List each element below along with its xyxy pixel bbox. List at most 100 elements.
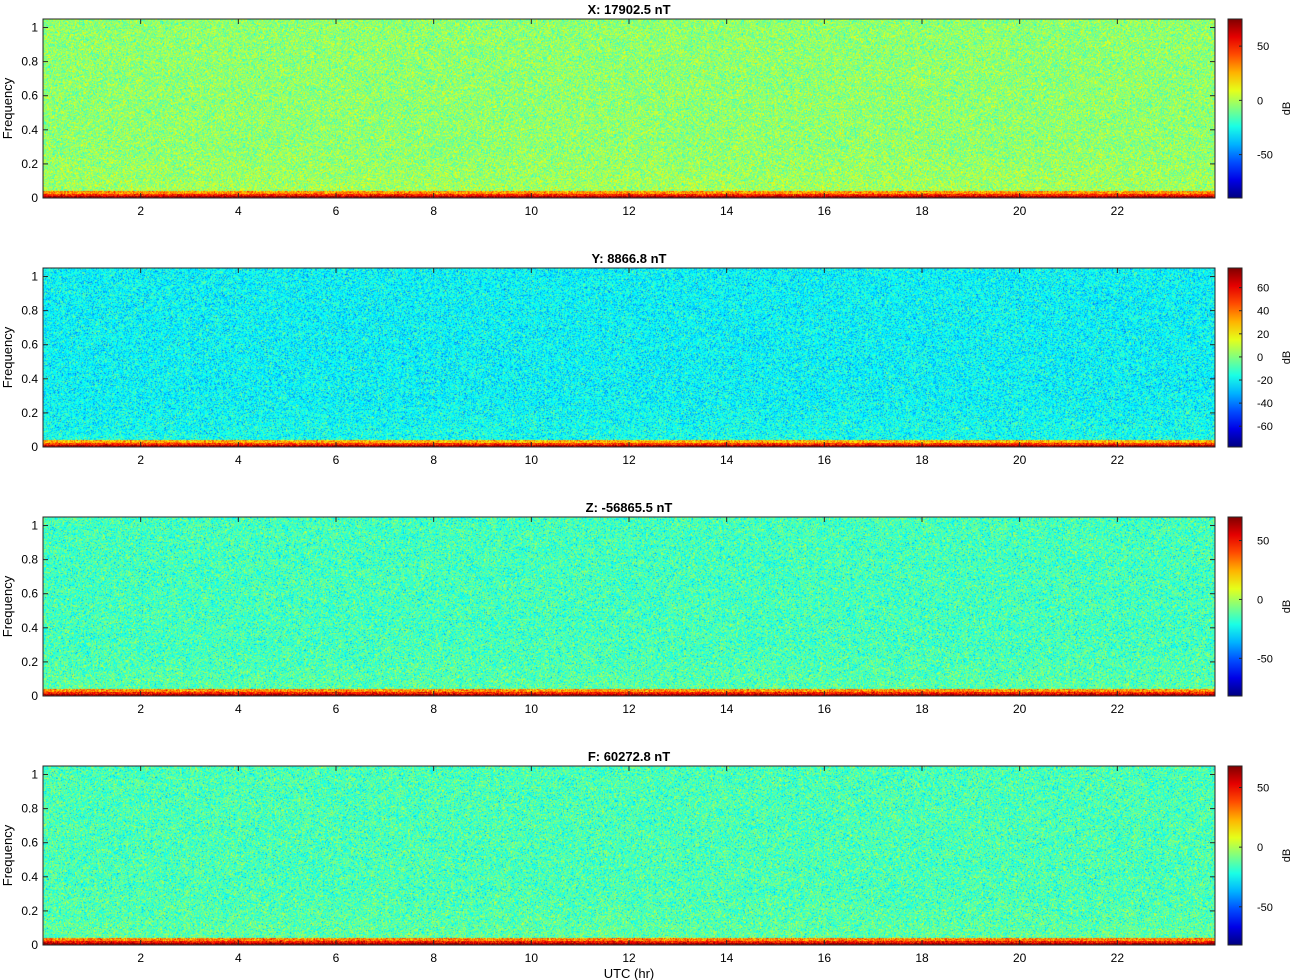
x-tick-label: 10 bbox=[525, 951, 539, 965]
y-tick-label: 1 bbox=[31, 519, 38, 533]
x-tick-label: 4 bbox=[235, 204, 242, 218]
colorbar-tick-label: 0 bbox=[1257, 352, 1263, 364]
colorbar-label: dB bbox=[1281, 102, 1293, 115]
y-tick-label: 0.4 bbox=[21, 621, 38, 635]
x-tick-label: 2 bbox=[137, 453, 144, 467]
colorbar-tick-label: 50 bbox=[1257, 41, 1269, 53]
x-axis-label: UTC (hr) bbox=[604, 966, 655, 980]
x-tick-label: 16 bbox=[818, 453, 832, 467]
y-tick-label: 1 bbox=[31, 21, 38, 35]
x-tick-label: 16 bbox=[818, 204, 832, 218]
y-tick-label: 1 bbox=[31, 270, 38, 284]
y-tick-label: 0.2 bbox=[21, 904, 38, 918]
y-tick-label: 0.8 bbox=[21, 304, 38, 318]
y-tick-label: 0 bbox=[31, 689, 38, 703]
x-tick-label: 18 bbox=[915, 702, 929, 716]
y-axis-label: Frequency bbox=[0, 824, 15, 886]
x-tick-label: 14 bbox=[720, 204, 734, 218]
x-tick-label: 4 bbox=[235, 702, 242, 716]
spectrogram-panel: F: 60272.8 nT2 4 6 8 10 12 14 16 18 20 2200.20.40.… bbox=[0, 749, 1293, 980]
colorbar-tick-label: 40 bbox=[1257, 306, 1269, 318]
x-tick-label: 4 bbox=[235, 453, 242, 467]
y-tick-label: 0.2 bbox=[21, 655, 38, 669]
y-tick-label: 0 bbox=[31, 191, 38, 205]
x-tick-label: 22 bbox=[1111, 702, 1125, 716]
x-tick-label: 18 bbox=[915, 453, 929, 467]
x-tick-label: 12 bbox=[622, 702, 636, 716]
colorbar-tick-label: 0 bbox=[1257, 95, 1263, 107]
colorbar-tick-label: -50 bbox=[1257, 902, 1273, 914]
colorbar-tick-label: 60 bbox=[1257, 283, 1269, 295]
x-tick-label: 22 bbox=[1111, 453, 1125, 467]
y-axis-label: Frequency bbox=[0, 326, 15, 388]
x-tick-label: 22 bbox=[1111, 951, 1125, 965]
colorbar-tick-label: -20 bbox=[1257, 375, 1273, 387]
spectrogram-image bbox=[43, 268, 1215, 447]
y-tick-label: 0.6 bbox=[21, 89, 38, 103]
y-tick-label: 0.8 bbox=[21, 802, 38, 816]
y-tick-label: 0.4 bbox=[21, 123, 38, 137]
x-tick-label: 8 bbox=[430, 453, 437, 467]
spectrogram-image bbox=[43, 517, 1215, 696]
x-tick-label: 2 bbox=[137, 204, 144, 218]
x-tick-label: 14 bbox=[720, 702, 734, 716]
x-tick-label: 18 bbox=[915, 951, 929, 965]
panel-title: Z: -56865.5 nT bbox=[586, 500, 673, 515]
y-tick-label: 0.6 bbox=[21, 587, 38, 601]
y-tick-label: 0.8 bbox=[21, 553, 38, 567]
colorbar-tick-label: -50 bbox=[1257, 150, 1273, 162]
x-tick-label: 10 bbox=[525, 453, 539, 467]
panel-title: F: 60272.8 nT bbox=[588, 749, 670, 764]
x-tick-label: 10 bbox=[525, 204, 539, 218]
x-tick-label: 20 bbox=[1013, 951, 1027, 965]
y-tick-label: 0.2 bbox=[21, 406, 38, 420]
colorbar-tick-label: 20 bbox=[1257, 329, 1269, 341]
colorbar-tick-label: -60 bbox=[1257, 421, 1273, 433]
colorbar-tick-label: -50 bbox=[1257, 653, 1273, 665]
colorbar-label: dB bbox=[1281, 849, 1293, 862]
colorbar-tick-label: 0 bbox=[1257, 842, 1263, 854]
y-axis-label: Frequency bbox=[0, 575, 15, 637]
x-tick-label: 8 bbox=[430, 951, 437, 965]
x-tick-label: 20 bbox=[1013, 204, 1027, 218]
y-tick-label: 0.4 bbox=[21, 372, 38, 386]
x-tick-label: 2 bbox=[137, 702, 144, 716]
x-tick-label: 20 bbox=[1013, 453, 1027, 467]
colorbar-tick-label: -40 bbox=[1257, 398, 1273, 410]
x-tick-label: 6 bbox=[333, 204, 340, 218]
y-tick-label: 1 bbox=[31, 768, 38, 782]
x-tick-label: 12 bbox=[622, 951, 636, 965]
x-tick-label: 4 bbox=[235, 951, 242, 965]
x-tick-label: 10 bbox=[525, 702, 539, 716]
colorbar bbox=[1227, 18, 1243, 199]
panel-title: X: 17902.5 nT bbox=[587, 2, 670, 17]
colorbar bbox=[1227, 516, 1243, 697]
colorbar bbox=[1227, 765, 1243, 946]
x-tick-label: 16 bbox=[818, 702, 832, 716]
panel-title: Y: 8866.8 nT bbox=[592, 251, 667, 266]
x-tick-label: 14 bbox=[720, 951, 734, 965]
x-tick-label: 16 bbox=[818, 951, 832, 965]
spectrogram-image bbox=[43, 766, 1215, 945]
y-tick-label: 0.2 bbox=[21, 157, 38, 171]
x-tick-label: 14 bbox=[720, 453, 734, 467]
x-tick-label: 2 bbox=[137, 951, 144, 965]
colorbar-tick-label: 50 bbox=[1257, 536, 1269, 548]
colorbar bbox=[1227, 267, 1243, 448]
x-tick-label: 6 bbox=[333, 453, 340, 467]
y-tick-label: 0 bbox=[31, 938, 38, 952]
y-tick-label: 0 bbox=[31, 440, 38, 454]
x-tick-label: 6 bbox=[333, 702, 340, 716]
x-tick-label: 8 bbox=[430, 702, 437, 716]
x-tick-label: 12 bbox=[622, 453, 636, 467]
x-tick-label: 18 bbox=[915, 204, 929, 218]
x-tick-label: 8 bbox=[430, 204, 437, 218]
colorbar-tick-label: 50 bbox=[1257, 782, 1269, 794]
x-tick-label: 6 bbox=[333, 951, 340, 965]
y-axis-label: Frequency bbox=[0, 77, 15, 139]
spectrogram-image bbox=[43, 19, 1215, 198]
y-tick-label: 0.4 bbox=[21, 870, 38, 884]
spectrogram-panel: Z: -56865.5 nT2 4 6 8 10 12 14 16 18 20 2200.20.40… bbox=[0, 500, 1293, 716]
y-tick-label: 0.6 bbox=[21, 338, 38, 352]
